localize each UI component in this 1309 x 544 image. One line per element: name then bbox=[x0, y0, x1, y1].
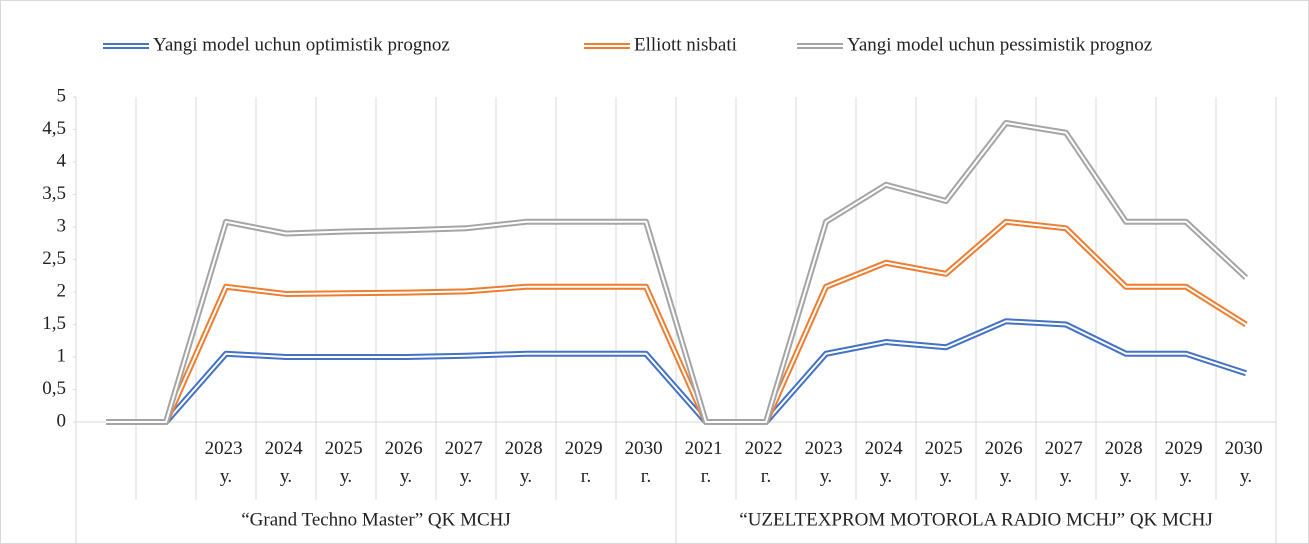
y-tick-label: 3,5 bbox=[42, 183, 66, 204]
y-tick-label: 5 bbox=[57, 85, 67, 106]
series-line-inner bbox=[106, 220, 1247, 423]
x-tick-label: 2023 у. bbox=[805, 438, 848, 487]
group-label: “Grand Techno Master” QK MCHJ bbox=[241, 509, 511, 530]
x-tick-label: 2024 у. bbox=[265, 438, 308, 487]
x-tick-label: 2027 у. bbox=[1045, 438, 1088, 487]
legend-label: Elliott nisbati bbox=[634, 34, 737, 55]
y-tick-label: 0,5 bbox=[42, 378, 66, 399]
x-tick-label: 2027 у. bbox=[445, 438, 488, 487]
x-tick-label: 2021 г. bbox=[685, 438, 728, 487]
group-label: “UZELTEXPROM MOTOROLA RADIO MCHJ” QK MCH… bbox=[739, 509, 1212, 530]
y-tick-label: 4 bbox=[57, 150, 67, 171]
legend-label: Yangi model uchun pessimistik prognoz bbox=[847, 34, 1152, 55]
x-tick-label: 2025 у. bbox=[925, 438, 968, 487]
y-tick-label: 3 bbox=[57, 215, 67, 236]
x-tick-label: 2028 у. bbox=[505, 438, 548, 487]
y-tick-label: 0 bbox=[57, 410, 67, 431]
x-tick-label: 2026 у. bbox=[985, 438, 1028, 487]
x-tick-label: 2023 у. bbox=[205, 438, 248, 487]
y-tick-label: 1,5 bbox=[42, 313, 66, 334]
x-tick-label: 2024 у. bbox=[865, 438, 908, 487]
y-tick-label: 2,5 bbox=[42, 248, 66, 269]
x-tick-label: 2026 у. bbox=[385, 438, 428, 487]
x-tick-label: 2022 г. bbox=[745, 438, 788, 487]
x-tick-label: 2025 у. bbox=[325, 438, 368, 487]
y-tick-label: 2 bbox=[57, 280, 67, 301]
x-tick-label: 2029 у. bbox=[1165, 438, 1208, 487]
legend-label: Yangi model uchun optimistik prognoz bbox=[153, 34, 450, 55]
x-tick-label: 2029 г. bbox=[565, 438, 608, 487]
y-tick-label: 1 bbox=[57, 345, 67, 366]
x-tick-label: 2028 у. bbox=[1105, 438, 1148, 487]
series-line-inner bbox=[106, 320, 1247, 423]
y-tick-label: 4,5 bbox=[42, 118, 66, 139]
x-tick-label: 2030 у. bbox=[1225, 438, 1268, 487]
x-tick-label: 2030 г. bbox=[625, 438, 668, 487]
series-line-inner bbox=[106, 122, 1247, 423]
